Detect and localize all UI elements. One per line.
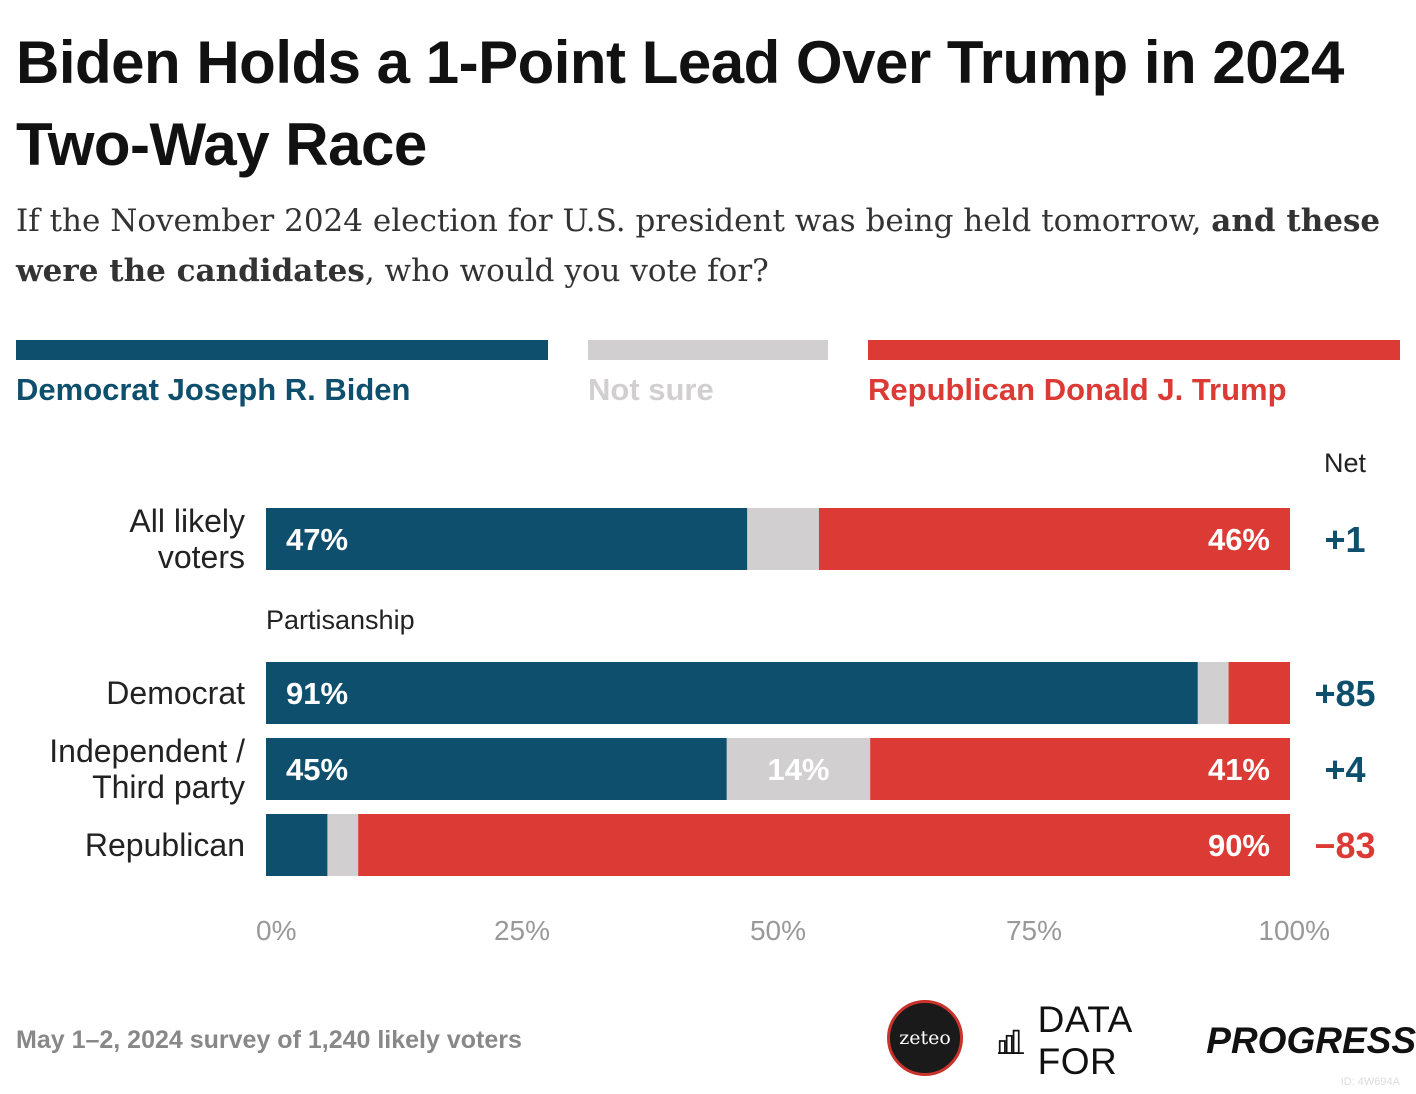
data-label: 14% [767,752,829,787]
legend-item-biden: Democrat Joseph R. Biden [16,340,548,408]
x-tick-label: 75% [1006,915,1062,946]
legend-swatch-trump [868,340,1400,360]
bar-segment [1197,662,1229,724]
category-label: Republican [85,827,245,863]
bar-segment [358,814,1290,876]
bar-segment [327,814,359,876]
data-label: 45% [286,752,348,787]
data-for-progress-logo: DATA FOR PROGRESS [998,999,1416,1082]
dfp-logo-progress: PROGRESS [1206,1020,1416,1061]
category-label: Democrat [106,675,245,711]
net-value: +4 [1324,749,1365,790]
legend-label-not-sure: Not sure [588,372,714,407]
bar-segment [266,814,328,876]
legend-item-not-sure: Not sure [588,340,828,408]
data-label: 91% [286,676,348,711]
data-label: 47% [286,522,348,557]
chart-id-tag: ID: 4W694A [1340,1076,1400,1088]
bar-chart-icon [998,1029,1024,1054]
data-label: 90% [1208,828,1270,863]
zeteo-logo: zeteo [887,1000,963,1076]
legend-label-biden: Democrat Joseph R. Biden [16,372,411,407]
x-tick-label: 25% [494,915,550,946]
legend-swatch-not-sure [588,340,828,360]
legend-label-trump: Republican Donald J. Trump [868,372,1287,407]
category-label: Independent / [49,733,245,769]
bar-segment [747,508,819,570]
x-tick-label: 0% [256,915,296,946]
net-value: +85 [1314,673,1375,714]
page-title: Biden Holds a 1-Point Lead Over Trump in… [16,29,1344,178]
x-tick-label: 100% [1258,915,1330,946]
bar-segment [266,738,727,800]
subtitle-part2: , who would you vote for? [364,253,769,289]
subtitle-part1: If the November 2024 election for U.S. p… [16,203,1212,239]
bar-segment [266,508,748,570]
legend-swatch-biden [16,340,548,360]
bar-segment [1228,662,1290,724]
x-tick-label: 50% [750,915,806,946]
net-value: +1 [1324,519,1365,560]
subtitle-bold: and these were the candidates [16,203,1381,289]
category-label: voters [158,539,245,575]
zeteo-logo-text: zeteo [899,1027,951,1049]
category-label: All likely [129,503,245,539]
bar-segment [726,738,871,800]
bar-segment [266,662,1198,724]
survey-footnote: May 1–2, 2024 survey of 1,240 likely vot… [16,1026,522,1054]
group-label-partisanship: Partisanship [266,605,415,635]
dfp-logo-data-for: DATA FOR [1037,999,1131,1082]
net-column-header: Net [1323,448,1367,478]
net-value: −83 [1314,825,1375,866]
data-label: 46% [1208,522,1270,557]
category-label: Third party [92,769,245,805]
bar-segment [818,508,1290,570]
chart-subtitle: If the November 2024 election for U.S. p… [16,196,1396,296]
bar-segment [870,738,1290,800]
data-label: 41% [1208,752,1270,787]
legend-item-trump: Republican Donald J. Trump [868,340,1400,408]
